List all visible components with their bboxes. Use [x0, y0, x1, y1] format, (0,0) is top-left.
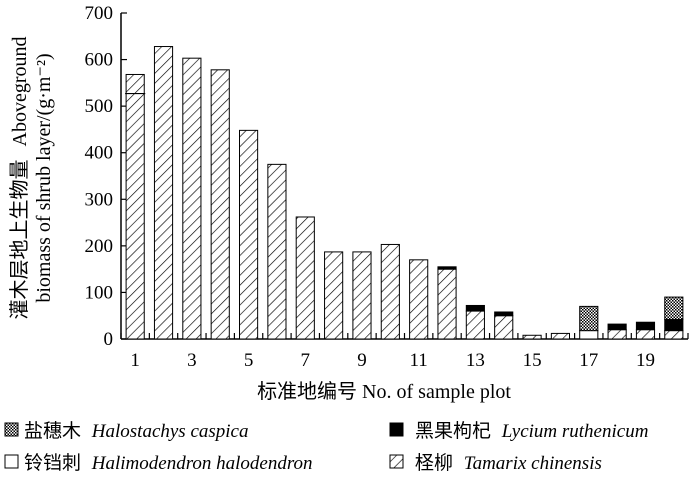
bar-tamarix-14	[494, 315, 514, 340]
legend-swatch-halimodendron	[4, 454, 19, 469]
x-tick-label: 9	[357, 350, 367, 371]
x-tick-label: 7	[301, 350, 311, 371]
bar-tamarix-10	[380, 243, 400, 340]
x-tick-label: 11	[410, 350, 428, 371]
y-axis-label-en-1: Aboveground	[9, 37, 31, 147]
y-axis-label-cn: 灌木层地上生物量	[8, 159, 31, 319]
legend-label-halimodendron-cn: 铃铛刺	[24, 452, 81, 474]
svg-text:灌木层地上生物量 Aboveground: 灌木层地上生物量 Aboveground	[8, 37, 31, 320]
svg-text:黑果枸杞 Lycium ruthenicum: 黑果枸杞 Lycium ruthenicum	[415, 420, 648, 442]
legend-swatch-lycium	[389, 422, 404, 437]
x-tick-label: 5	[244, 350, 254, 371]
y-tick-label: 600	[85, 50, 114, 71]
legend-label-halostachys-cn: 盐穗木	[24, 420, 81, 442]
bar-tamarix-18	[607, 329, 627, 340]
x-tick-label: 1	[130, 350, 140, 371]
svg-text:柽柳 Tamarix chinensis: 柽柳 Tamarix chinensis	[415, 452, 602, 474]
x-axis-label: 标准地编号 No. of sample plot	[257, 380, 511, 403]
bar-tamarix-2	[153, 46, 174, 340]
bar-lycium-13	[465, 304, 485, 312]
legend-label-halostachys-en: Halostachys caspica	[91, 421, 249, 442]
bar-tamarix-8	[324, 251, 344, 340]
legend-item-halostachys: 盐穗木 Halostachys caspica	[4, 420, 249, 442]
y-tick-label: 700	[85, 3, 114, 24]
y-axis-title: 灌木层地上生物量 Aboveground biomass of shrub la…	[8, 37, 55, 320]
legend-swatch-halostachys	[4, 422, 19, 437]
legend-item-lycium: 黑果枸杞 Lycium ruthenicum	[389, 420, 648, 442]
bar-tamarix-19	[635, 329, 656, 340]
bar-tamarix-6	[267, 163, 287, 340]
legend: 盐穗木 Halostachys caspica 黑果枸杞 Lycium ruth…	[4, 420, 648, 474]
legend-label-halimodendron-en: Halimodendron halodendron	[91, 453, 313, 474]
x-tick-label: 3	[187, 350, 197, 371]
legend-swatch-tamarix	[389, 454, 404, 469]
y-tick-label: 300	[85, 189, 114, 210]
bar-halostachys-20	[664, 296, 684, 320]
bar-lycium-20	[664, 318, 684, 332]
bar-tamarix-16	[550, 332, 570, 340]
svg-text:盐穗木 Halostachys caspic: 盐穗木 Halostachys caspica	[24, 420, 249, 442]
legend-label-lycium-en: Lycium ruthenicum	[501, 421, 649, 442]
legend-label-tamarix-en: Tamarix chinensis	[464, 453, 602, 474]
bar-lycium-12	[437, 266, 457, 270]
bar-tamarix-7	[295, 216, 315, 340]
bar-tamarix-4	[210, 69, 230, 340]
bar-halimodendron-17	[579, 330, 599, 340]
y-tick-label: 100	[85, 282, 114, 303]
legend-item-halimodendron: 铃铛刺 Halimodendron halodendron	[4, 452, 313, 474]
bar-halostachys-17	[579, 305, 599, 332]
bar-tamarix-9	[352, 251, 372, 340]
y-tick-label: 0	[104, 329, 114, 350]
x-tick-label: 13	[466, 350, 485, 371]
bar-tamarix-12	[437, 268, 457, 340]
y-tick-label: 200	[85, 236, 114, 257]
legend-label-tamarix-cn: 柽柳	[415, 452, 453, 474]
legend-item-tamarix: 柽柳 Tamarix chinensis	[389, 452, 602, 474]
y-axis-label-en-2: biomass of shrub layer/(g·m⁻²)	[33, 53, 55, 302]
x-tick-label: 19	[636, 350, 655, 371]
bars	[125, 46, 684, 340]
y-tick-label: 400	[85, 143, 114, 164]
bar-tamarix-5	[239, 129, 259, 340]
bar-tamarix-13	[465, 310, 485, 340]
bar-tamarix-11	[409, 259, 429, 340]
svg-text:铃铛刺 Halimodendron halo: 铃铛刺 Halimodendron halodendron	[24, 452, 313, 474]
bar-tamarix-20	[664, 330, 684, 340]
x-tick-label: 17	[579, 350, 598, 371]
bar-lycium-19	[635, 321, 656, 331]
y-tick-label: 500	[85, 96, 114, 117]
bar-tamarix-1	[125, 73, 145, 340]
bar-lycium-18	[607, 323, 627, 331]
bar-tamarix-15	[522, 334, 542, 340]
x-tick-label: 15	[523, 350, 542, 371]
legend-label-lycium-cn: 黑果枸杞	[415, 420, 491, 442]
bar-tamarix-3	[182, 57, 202, 340]
bar-lycium-14	[494, 311, 514, 317]
